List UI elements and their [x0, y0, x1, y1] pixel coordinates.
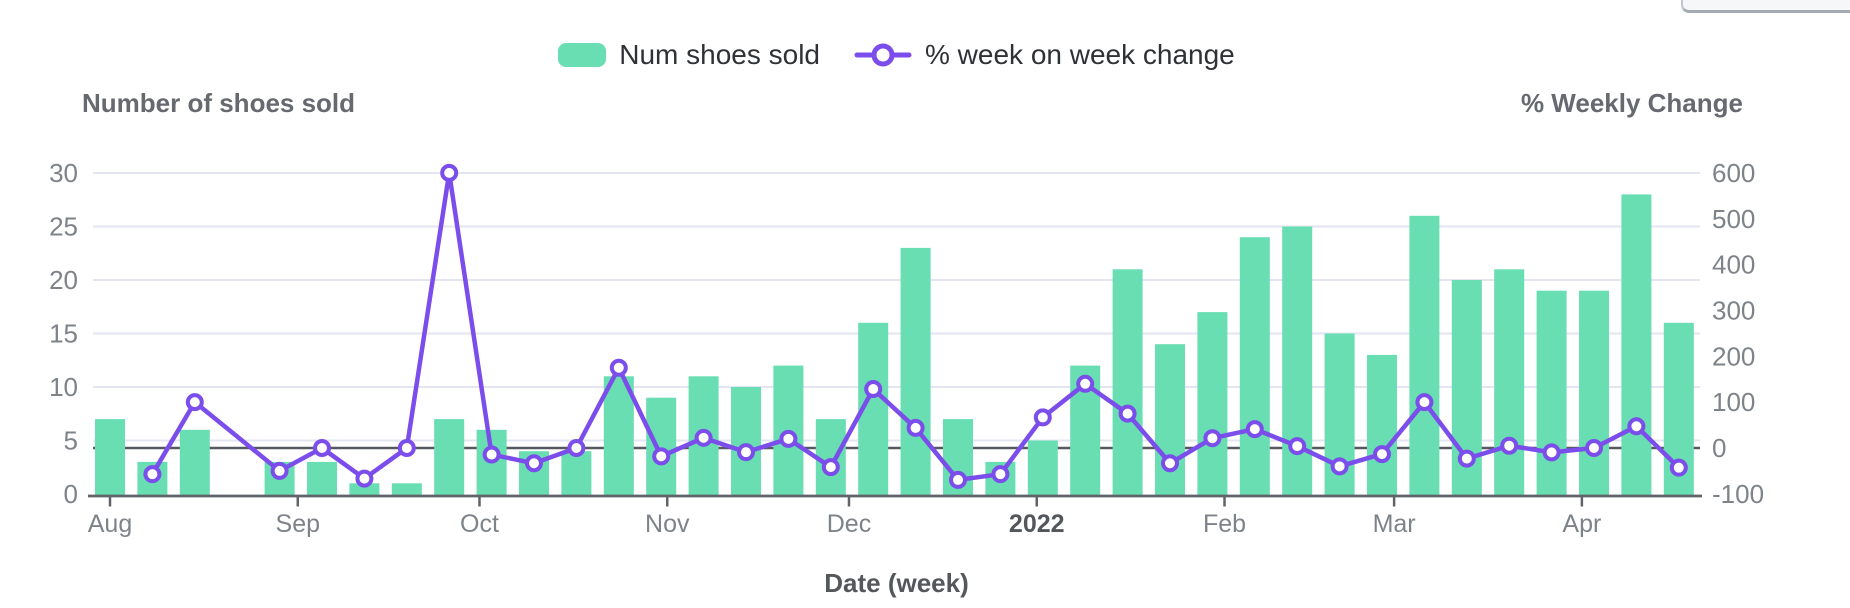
y-axis-label-left: 25	[49, 212, 78, 242]
x-tick-label: Apr	[1562, 510, 1601, 538]
line-marker[interactable]	[1245, 420, 1264, 439]
legend-item-num-shoes-sold[interactable]: Num shoes sold	[558, 39, 820, 71]
line-marker[interactable]	[1330, 457, 1349, 476]
line-marker[interactable]	[779, 429, 798, 448]
x-tick-label: Dec	[827, 510, 871, 538]
bar[interactable]	[1494, 269, 1525, 495]
line-marker[interactable]	[1415, 393, 1434, 412]
line-series-marker-icon	[854, 43, 912, 67]
line-marker[interactable]	[821, 458, 840, 477]
legend-label-num-shoes-sold: Num shoes sold	[619, 39, 820, 70]
y-axis-label-left: 20	[49, 265, 78, 295]
line-marker[interactable]	[694, 428, 713, 447]
partial-button[interactable]	[1681, 0, 1850, 13]
line-marker[interactable]	[1203, 429, 1222, 448]
line-marker[interactable]	[609, 358, 628, 377]
bar[interactable]	[646, 397, 677, 495]
line-marker[interactable]	[1542, 443, 1561, 462]
y-axis-label-right: 0	[1712, 433, 1726, 463]
bar[interactable]	[900, 247, 931, 495]
line-marker[interactable]	[313, 439, 331, 457]
chart-legend: Num shoes sold % week on week change	[93, 39, 1700, 71]
y-axis-label-right: 100	[1712, 387, 1755, 417]
line-marker[interactable]	[567, 439, 586, 457]
line-marker[interactable]	[397, 439, 416, 457]
bar[interactable]	[1239, 237, 1270, 495]
y-axis-label-right: -100	[1712, 479, 1764, 509]
bar[interactable]	[1409, 215, 1440, 496]
line-marker[interactable]	[1033, 408, 1052, 427]
bar-series-swatch-icon	[558, 43, 607, 67]
bar[interactable]	[815, 419, 846, 495]
x-tick-label: Aug	[88, 510, 132, 538]
bar[interactable]	[1536, 290, 1567, 495]
y-axis-label-right: 200	[1712, 341, 1755, 371]
line-marker[interactable]	[1500, 436, 1519, 455]
line-marker[interactable]	[1076, 374, 1095, 393]
y-axis-label-left: 30	[49, 158, 78, 188]
bar[interactable]	[307, 461, 337, 495]
line-marker[interactable]	[143, 465, 162, 484]
bar[interactable]	[1027, 440, 1058, 496]
y-axis-label-left: 15	[49, 319, 78, 349]
line-marker[interactable]	[440, 163, 459, 182]
bar[interactable]	[349, 483, 380, 495]
bar[interactable]	[1579, 290, 1609, 495]
line-marker[interactable]	[991, 465, 1010, 484]
line-marker[interactable]	[1457, 449, 1476, 468]
x-tick-label: Nov	[645, 510, 690, 538]
line-marker[interactable]	[1288, 437, 1307, 456]
y-axis-label-right: 600	[1712, 158, 1755, 188]
line-marker[interactable]	[949, 470, 967, 489]
line-marker[interactable]	[1585, 439, 1603, 457]
y-axis-label-right: 300	[1712, 295, 1755, 325]
line-marker[interactable]	[906, 418, 925, 437]
bar[interactable]	[603, 376, 634, 495]
y-axis-label-left: 0	[64, 479, 78, 509]
y-axis-label-left: 10	[49, 372, 78, 402]
line-marker[interactable]	[270, 461, 289, 480]
line-marker[interactable]	[482, 445, 501, 464]
bar[interactable]	[434, 419, 465, 495]
bar[interactable]	[391, 483, 422, 495]
x-axis-title: Date (week)	[824, 568, 969, 598]
right-axis-title: % Weekly Change	[1520, 88, 1743, 118]
bar[interactable]	[1155, 344, 1185, 495]
line-marker[interactable]	[1161, 454, 1179, 473]
line-marker[interactable]	[737, 443, 755, 462]
x-tick-label: Sep	[276, 510, 320, 538]
bar[interactable]	[1367, 354, 1397, 495]
line-marker[interactable]	[1627, 417, 1646, 436]
legend-label-wow-change: % week on week change	[925, 39, 1235, 70]
line-marker[interactable]	[864, 380, 883, 399]
bar[interactable]	[1112, 269, 1143, 495]
bar[interactable]	[731, 387, 761, 495]
x-tick-label: Mar	[1373, 510, 1416, 538]
y-axis-label-right: 400	[1712, 250, 1755, 280]
line-marker[interactable]	[185, 393, 204, 412]
x-tick-label: Oct	[460, 510, 499, 538]
left-axis-title: Number of shoes sold	[82, 88, 356, 118]
bar[interactable]	[1197, 312, 1228, 495]
legend-item-wow-change[interactable]: % week on week change	[854, 39, 1235, 71]
bar[interactable]	[561, 451, 592, 495]
bar[interactable]	[95, 419, 125, 495]
bar[interactable]	[1621, 194, 1652, 495]
bar[interactable]	[179, 429, 210, 495]
y-axis-label-left: 5	[64, 426, 78, 456]
x-tick-label: 2022	[1009, 510, 1065, 538]
line-marker[interactable]	[525, 454, 543, 473]
wow-change-line	[150, 170, 1682, 483]
line-marker[interactable]	[652, 447, 671, 466]
line-marker[interactable]	[1118, 404, 1137, 423]
line-marker[interactable]	[1669, 458, 1688, 477]
x-tick-label: Feb	[1203, 510, 1246, 538]
line-marker[interactable]	[355, 469, 374, 488]
line-marker[interactable]	[1373, 445, 1391, 464]
y-axis-label-right: 500	[1712, 204, 1755, 234]
